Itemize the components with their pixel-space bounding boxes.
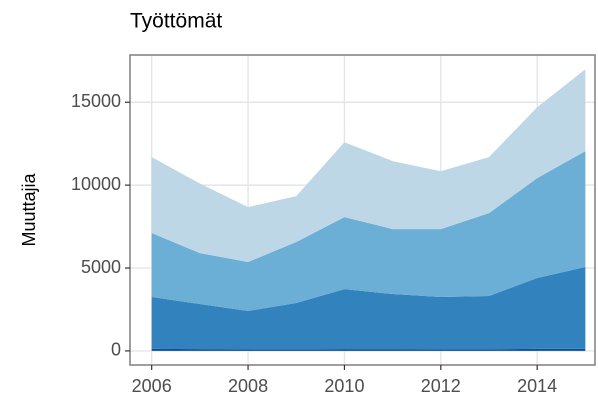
area bbox=[151, 151, 586, 311]
y-axis-label: Muuttajia bbox=[19, 172, 39, 246]
chart-title: Työttömät bbox=[130, 10, 222, 33]
area bbox=[151, 348, 586, 351]
y-tick-label: 5000 bbox=[81, 257, 121, 277]
area bbox=[151, 267, 586, 350]
x-tick-label: 2008 bbox=[228, 376, 268, 396]
y-tick-label: 15000 bbox=[71, 91, 121, 111]
x-tick-label: 2006 bbox=[132, 376, 172, 396]
x-tick-label: 2010 bbox=[324, 376, 364, 396]
area bbox=[151, 69, 586, 263]
x-tick-label: 2012 bbox=[421, 376, 461, 396]
y-tick-label: 0 bbox=[111, 340, 121, 360]
x-tick-label: 2014 bbox=[517, 376, 557, 396]
y-tick-label: 10000 bbox=[71, 174, 121, 194]
panel-border bbox=[129, 54, 596, 366]
